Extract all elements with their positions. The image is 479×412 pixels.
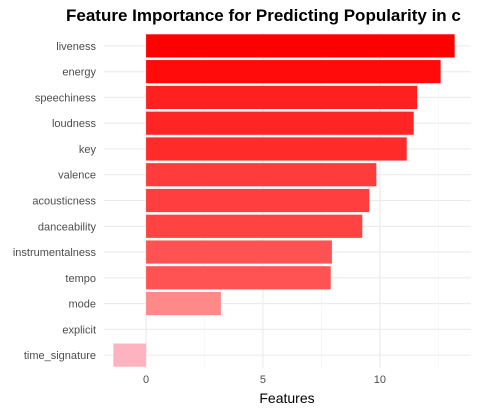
bar-time-signature: [113, 343, 147, 367]
bar-loudness: [146, 111, 414, 135]
bar-energy: [146, 60, 441, 84]
x-tick-labels: 0 5 10: [143, 374, 386, 386]
bar-acousticness: [146, 188, 370, 213]
category-label: acousticness: [32, 196, 96, 208]
x-tick-label: 5: [260, 374, 266, 386]
category-label: time_signature: [24, 350, 96, 362]
category-label: key: [79, 144, 97, 156]
bar-mode: [146, 291, 221, 316]
bar-instrumentalness: [146, 240, 332, 264]
category-labels: liveness energy speechiness loudness key vale…: [13, 41, 97, 362]
category-label: energy: [62, 67, 96, 79]
x-axis-title: Features: [259, 390, 314, 406]
category-label: explicit: [62, 324, 96, 336]
bar-valence: [146, 163, 377, 187]
bar-danceability: [146, 214, 363, 238]
bar-key: [146, 137, 407, 161]
category-label: danceability: [38, 221, 97, 233]
category-label: speechiness: [35, 92, 97, 104]
category-label: instrumentalness: [13, 247, 97, 259]
category-label: mode: [68, 299, 96, 311]
category-label: tempo: [65, 273, 96, 285]
chart-title: Feature Importance for Predicting Popula…: [66, 6, 461, 25]
bar-tempo: [146, 266, 331, 290]
x-tick-label: 0: [143, 374, 149, 386]
x-tick-label: 10: [374, 374, 386, 386]
category-label: liveness: [56, 41, 96, 53]
bars: [113, 34, 455, 367]
bar-liveness: [146, 34, 455, 58]
category-label: loudness: [52, 118, 97, 130]
bar-speechiness: [146, 85, 418, 110]
category-label: valence: [58, 170, 96, 182]
